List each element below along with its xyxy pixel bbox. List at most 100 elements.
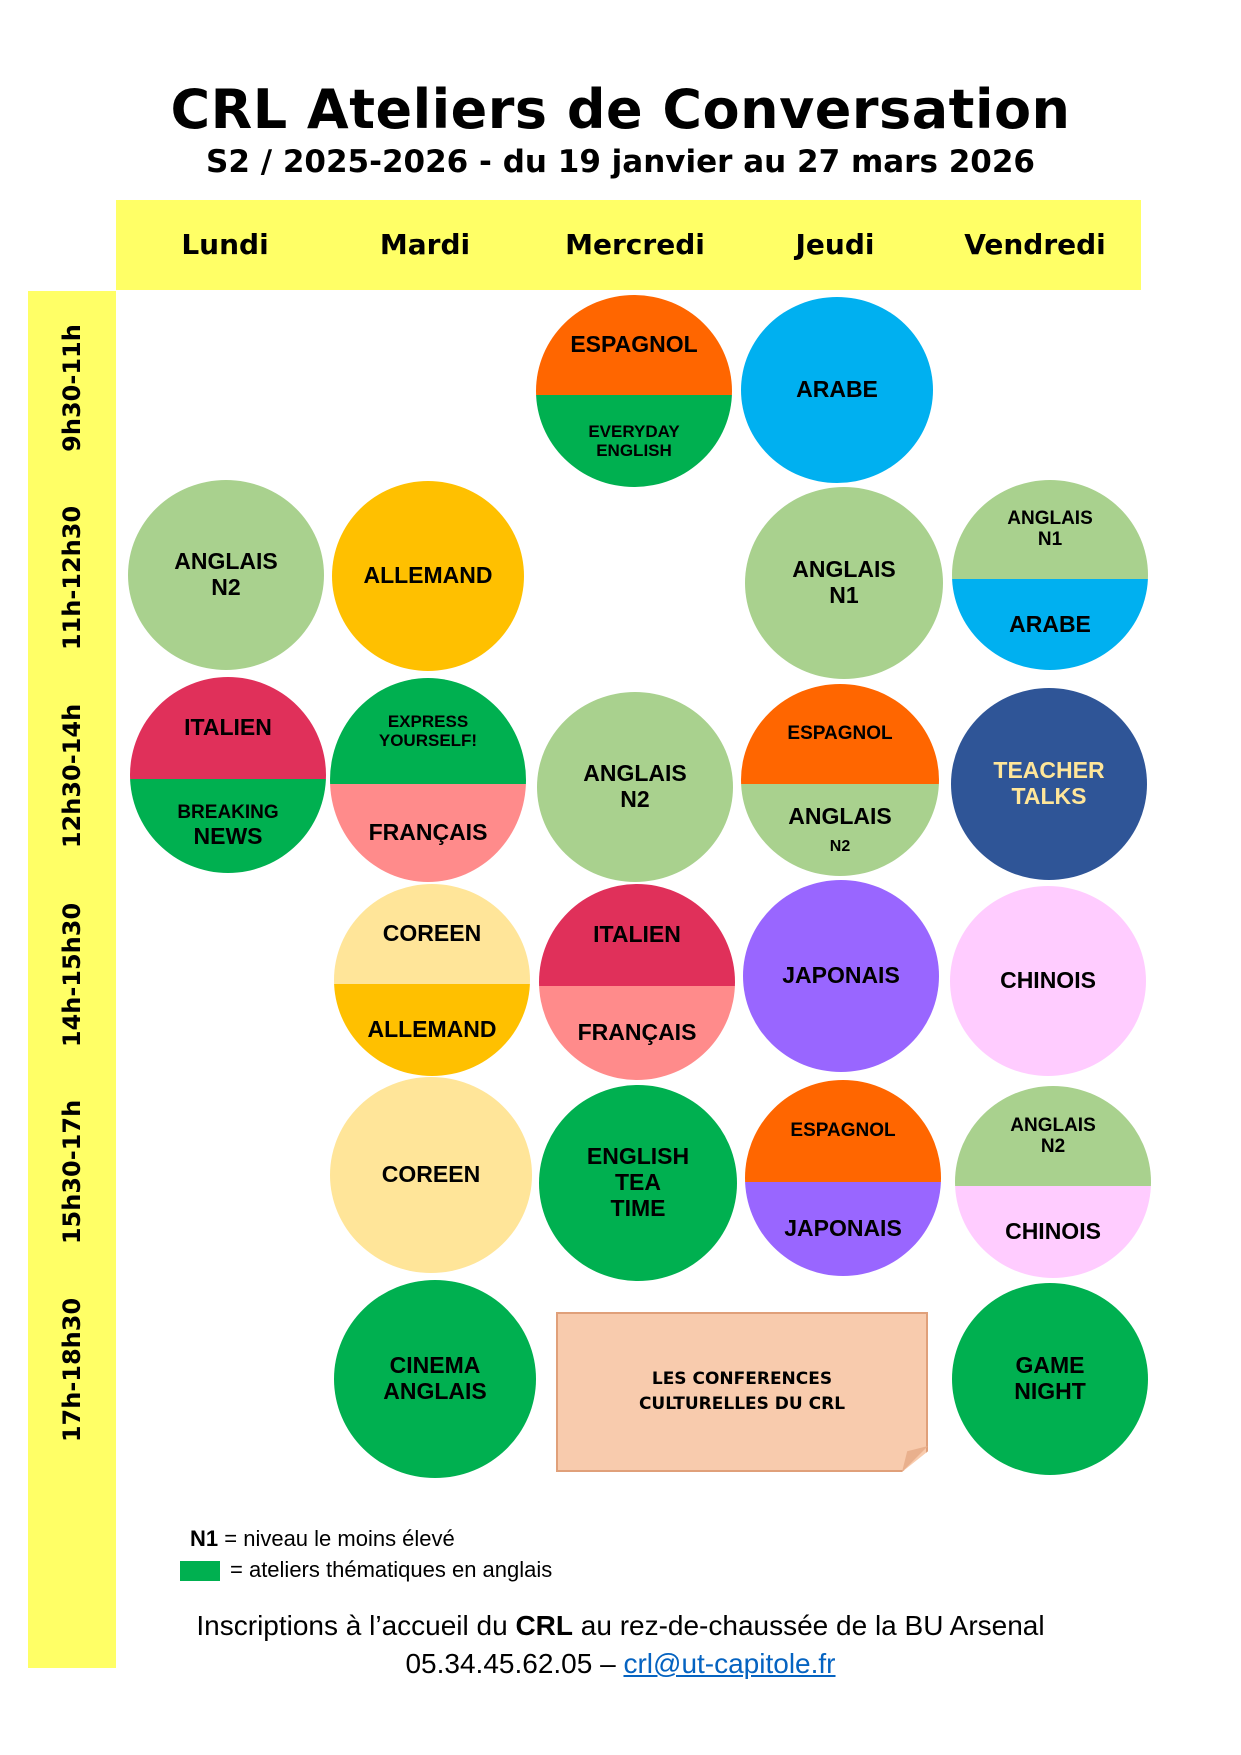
session-label: TEACHER	[993, 757, 1105, 784]
session-part-game-night: GAME NIGHT	[952, 1283, 1148, 1475]
day-header-vendredi: Vendredi	[964, 228, 1106, 261]
page-subtitle: S2 / 2025-2026 - du 19 janvier au 27 mar…	[206, 144, 1035, 180]
session-part-breaking-news: BREAKING NEWS	[130, 778, 326, 873]
session-thu-0930: ARABE	[741, 297, 933, 483]
session-wed-1230: ANGLAIS N2	[537, 692, 733, 882]
session-part-teacher-talks: TEACHER TALKS	[951, 688, 1147, 880]
session-tue-1530: COREEN	[330, 1077, 532, 1273]
session-part-espagnol: ESPAGNOL	[741, 684, 939, 784]
session-label: FRANÇAIS	[368, 819, 488, 846]
footer-crl: CRL	[515, 1610, 573, 1641]
session-label: N2	[211, 574, 241, 600]
day-header-mardi: Mardi	[379, 228, 471, 261]
session-label: ANGLAIS	[583, 760, 687, 787]
session-label: TEA	[615, 1169, 661, 1196]
session-part-japonais: JAPONAIS	[745, 1181, 941, 1276]
session-label: EVERYDAY	[588, 421, 680, 441]
session-fri-1400: CHINOIS	[950, 886, 1146, 1076]
time-slot-label: 9h30-11h	[58, 324, 86, 452]
session-part-english-tea-time: ENGLISH TEA TIME	[539, 1085, 737, 1281]
session-part-arabe: ARABE	[952, 578, 1148, 670]
session-part-espagnol: ESPAGNOL	[745, 1080, 941, 1182]
session-tue-1700: CINEMA ANGLAIS	[334, 1280, 536, 1478]
session-label: TIME	[610, 1194, 666, 1221]
session-wed-0930: ESPAGNOL EVERYDAY ENGLISH	[536, 295, 732, 487]
session-label: NEWS	[193, 822, 263, 849]
conferences-note: LES CONFERENCES CULTURELLES DU CRL	[556, 1312, 928, 1472]
session-label: CINEMA	[389, 1352, 481, 1379]
session-label: ESPAGNOL	[570, 331, 698, 358]
session-part-everyday-english: EVERYDAY ENGLISH	[536, 394, 732, 487]
session-label: TALKS	[1011, 783, 1087, 809]
session-wed-1400: ITALIEN FRANÇAIS	[539, 884, 735, 1080]
session-part-francais: FRANÇAIS	[539, 985, 735, 1080]
session-part-chinois: CHINOIS	[950, 886, 1146, 1076]
footer-text: Inscriptions à l’accueil du	[196, 1610, 516, 1641]
session-fri-1230: TEACHER TALKS	[951, 688, 1147, 880]
session-label: N1	[1037, 529, 1063, 551]
session-part-japonais: JAPONAIS	[743, 880, 939, 1072]
time-slot-label: 14h-15h30	[58, 902, 86, 1048]
page-title: CRL Ateliers de Conversation	[170, 78, 1071, 141]
session-part-arabe: ARABE	[741, 297, 933, 483]
session-part-express-yourself: EXPRESS YOURSELF!	[330, 678, 526, 785]
session-part-espagnol: ESPAGNOL	[536, 295, 732, 395]
session-part-anglais-n2: ANGLAIS N2	[128, 480, 324, 670]
session-label: ANGLAIS	[383, 1378, 487, 1404]
session-part-anglais-n1: ANGLAIS N1	[952, 480, 1148, 579]
session-label: JAPONAIS	[784, 1215, 902, 1242]
session-label: JAPONAIS	[782, 962, 900, 989]
footer-email-link[interactable]: crl@ut-capitole.fr	[623, 1648, 836, 1679]
session-tue-1100: ALLEMAND	[332, 481, 524, 671]
session-thu-1100: ANGLAIS N1	[745, 487, 943, 679]
session-label: N2	[620, 786, 650, 812]
session-part-allemand: ALLEMAND	[332, 481, 524, 671]
session-label: FRANÇAIS	[577, 1019, 697, 1046]
session-label: EXPRESS	[387, 712, 469, 731]
session-label: ANGLAIS	[788, 803, 892, 830]
session-label: ALLEMAND	[367, 1016, 497, 1043]
session-mon-1100: ANGLAIS N2	[128, 480, 324, 670]
session-label: ALLEMAND	[363, 562, 493, 589]
session-part-italien: ITALIEN	[539, 884, 735, 986]
session-label: N1	[829, 582, 859, 608]
time-slot-label: 11h-12h30	[58, 505, 86, 651]
session-thu-1400: JAPONAIS	[743, 880, 939, 1072]
session-label: ANGLAIS	[1007, 508, 1093, 530]
days-header-band	[116, 200, 1141, 290]
session-fri-1700: GAME NIGHT	[952, 1283, 1148, 1475]
session-wed-1530: ENGLISH TEA TIME	[539, 1085, 737, 1281]
session-fri-1100: ANGLAIS N1 ARABE	[952, 480, 1148, 670]
session-part-italien: ITALIEN	[130, 677, 326, 779]
session-part-coreen: COREEN	[330, 1077, 532, 1273]
session-label: ENGLISH	[596, 440, 672, 460]
session-label: N2	[1040, 1135, 1066, 1157]
footer-contact: 05.34.45.62.05 – crl@ut-capitole.fr	[0, 1648, 1241, 1680]
footer-text: au rez-de-chaussée de la BU Arsenal	[572, 1610, 1045, 1641]
session-thu-1230: ESPAGNOL ANGLAIS N2	[741, 684, 939, 876]
day-header-jeudi: Jeudi	[795, 228, 875, 261]
session-label: ARABE	[1009, 610, 1091, 637]
session-label: COREEN	[381, 1161, 481, 1188]
session-label: N2	[829, 837, 851, 855]
session-label: ARABE	[796, 376, 878, 403]
legend-n1-key: N1	[190, 1526, 219, 1551]
legend-green-text: = ateliers thématiques en anglais	[230, 1557, 553, 1582]
conferences-label: CULTURELLES DU CRL	[638, 1394, 846, 1414]
session-label: BREAKING	[177, 802, 279, 824]
session-part-cinema-anglais: CINEMA ANGLAIS	[334, 1280, 536, 1478]
session-thu-1530: ESPAGNOL JAPONAIS	[745, 1080, 941, 1276]
session-part-chinois: CHINOIS	[955, 1185, 1151, 1278]
session-tue-1400: COREEN ALLEMAND	[334, 884, 530, 1076]
time-slot-label: 17h-18h30	[58, 1297, 86, 1443]
session-label: CHINOIS	[1005, 1218, 1101, 1245]
session-label: GAME	[1015, 1352, 1085, 1379]
session-label: ANGLAIS	[1010, 1114, 1096, 1136]
legend-green-swatch	[180, 1561, 220, 1581]
session-part-anglais-n2: ANGLAIS N2	[955, 1086, 1151, 1186]
session-part-francais: FRANÇAIS	[330, 784, 526, 882]
legend-n1-text: = niveau le moins élevé	[224, 1526, 455, 1551]
session-part-anglais-n1: ANGLAIS N1	[745, 487, 943, 679]
time-slot-label: 15h30-17h	[58, 1099, 86, 1245]
session-tue-1230: EXPRESS YOURSELF! FRANÇAIS	[330, 678, 526, 882]
